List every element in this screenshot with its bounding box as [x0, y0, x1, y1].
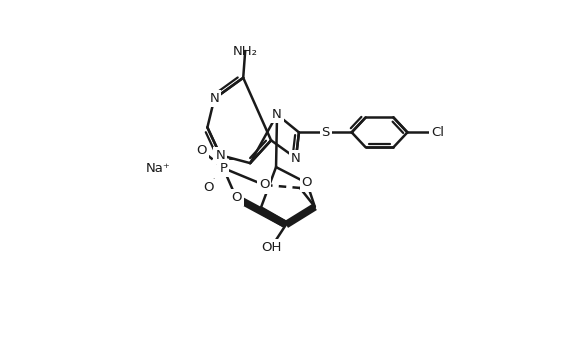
- Text: OH: OH: [261, 241, 281, 254]
- Text: O: O: [259, 179, 269, 192]
- Text: N: N: [216, 149, 225, 162]
- Text: O: O: [259, 179, 269, 192]
- Text: S: S: [321, 126, 330, 139]
- Text: O: O: [301, 176, 312, 189]
- Text: N: N: [209, 92, 219, 105]
- Text: O: O: [231, 192, 241, 204]
- Text: P: P: [219, 162, 227, 175]
- Text: P: P: [219, 162, 227, 175]
- Text: O: O: [203, 181, 213, 194]
- Text: NH₂: NH₂: [233, 45, 258, 58]
- Text: N: N: [216, 149, 225, 162]
- Text: S: S: [321, 126, 330, 139]
- Text: Na⁺: Na⁺: [146, 162, 170, 175]
- Text: O: O: [231, 192, 241, 204]
- Text: N: N: [291, 152, 301, 165]
- Text: N: N: [291, 152, 301, 165]
- Text: O: O: [301, 176, 312, 189]
- Text: N: N: [209, 92, 219, 105]
- Text: −: −: [228, 155, 237, 165]
- Text: N: N: [272, 108, 282, 121]
- Text: Cl: Cl: [431, 126, 444, 139]
- Text: O: O: [196, 144, 206, 157]
- Text: N: N: [272, 108, 282, 121]
